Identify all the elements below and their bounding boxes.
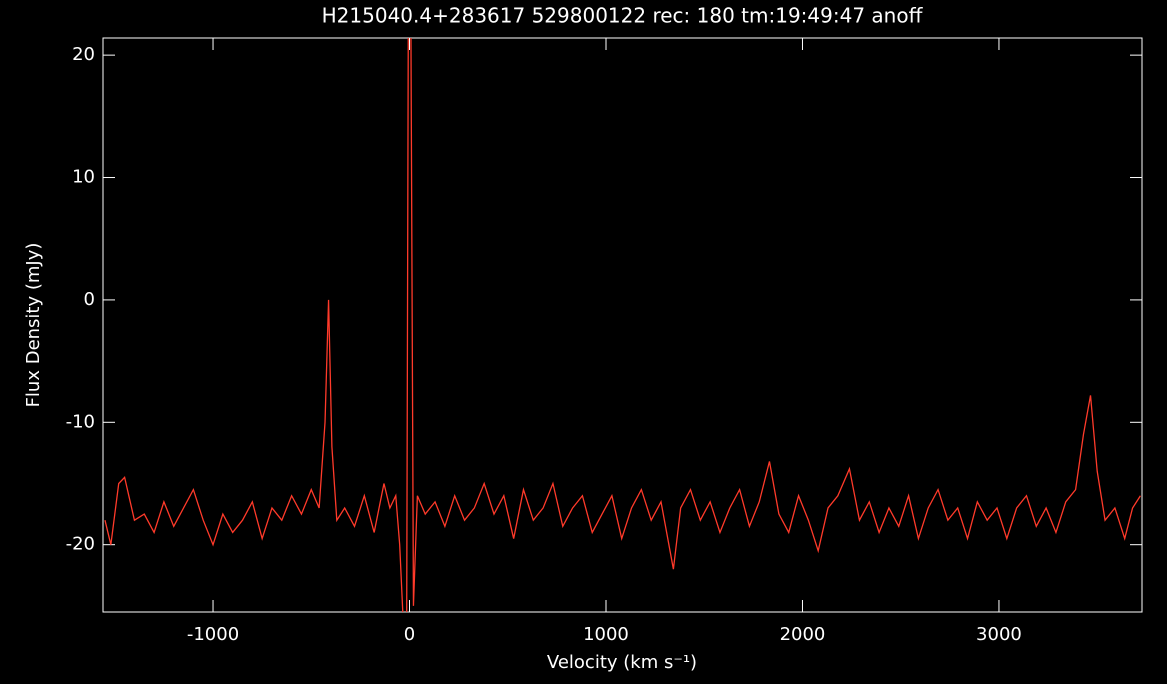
y-axis-label: Flux Density (mJy) — [23, 243, 44, 408]
x-tick-label: 3000 — [976, 624, 1022, 645]
x-tick-label: 1000 — [583, 624, 629, 645]
spectrum-line — [104, 38, 1141, 612]
chart-title: H215040.4+283617 529800122 rec: 180 tm:1… — [322, 4, 924, 28]
y-tick-label: -10 — [66, 411, 95, 432]
y-tick-label: 0 — [84, 289, 95, 310]
plot-frame — [102, 37, 1143, 613]
y-tick-label: 10 — [72, 167, 95, 188]
x-tick-label: 0 — [404, 624, 415, 645]
x-tick-label: 2000 — [780, 624, 826, 645]
x-axis-label: Velocity (km s⁻¹) — [547, 652, 697, 673]
x-tick-label: -1000 — [187, 624, 239, 645]
y-tick-label: -20 — [66, 534, 95, 555]
y-tick-label: 20 — [72, 44, 95, 65]
